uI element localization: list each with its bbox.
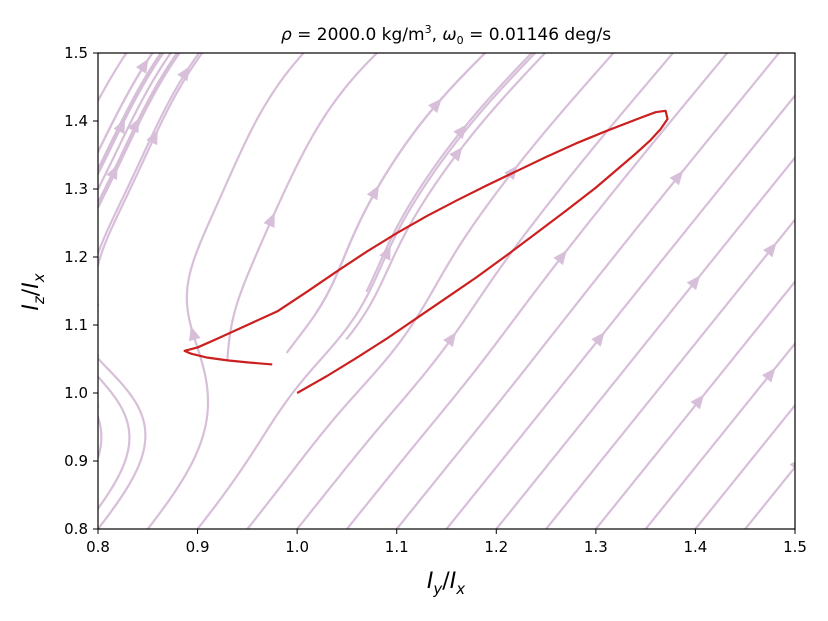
x-label-slash: / xyxy=(442,569,450,594)
title-subscript: 0 xyxy=(457,34,464,47)
streamline xyxy=(98,53,204,306)
title-separator: , xyxy=(432,25,443,45)
x-label-den-sub: x xyxy=(455,580,465,598)
x-label-num: I xyxy=(427,569,434,594)
x-tick-label: 1.3 xyxy=(584,538,608,556)
title-superscript: 3 xyxy=(425,23,432,36)
streamline-arrow xyxy=(428,98,442,114)
streamline-arrow xyxy=(263,212,275,228)
y-label-num-sub: z xyxy=(30,295,48,305)
streamline-arrow xyxy=(127,117,140,134)
streamline-arrow xyxy=(669,170,684,186)
streamline xyxy=(196,53,537,529)
streamline xyxy=(296,53,675,529)
y-axis-label: Iz/Ix xyxy=(19,273,48,310)
x-axis-ticks: 0.8 0.9 1.0 1.1 1.2 1.3 1.4 1.5 xyxy=(86,529,807,556)
x-tick-label: 0.9 xyxy=(186,538,210,556)
streamline-arrow xyxy=(690,394,705,410)
streamline xyxy=(98,53,172,510)
y-tick-label: 1.3 xyxy=(64,180,88,198)
streamline xyxy=(395,53,781,529)
y-tick-label: 0.9 xyxy=(64,452,88,470)
streamline xyxy=(98,53,180,529)
streamline-arrow xyxy=(47,244,64,262)
streamline-arrow xyxy=(761,367,776,383)
plot-frame xyxy=(97,52,796,530)
title-density-text: = 2000.0 kg/m xyxy=(292,25,425,45)
y-label-num: I xyxy=(19,304,44,311)
y-tick-label: 1.4 xyxy=(64,112,88,130)
streamline xyxy=(744,465,795,529)
streamline xyxy=(98,53,128,102)
series-layer xyxy=(183,109,669,394)
x-tick-label: 1.0 xyxy=(285,538,309,556)
y-label-den: I xyxy=(19,282,44,289)
streamlines xyxy=(23,16,828,529)
streamline xyxy=(226,53,379,361)
streamline-arrow xyxy=(453,124,467,140)
streamline xyxy=(98,53,179,204)
streamline-arrow xyxy=(449,146,463,162)
streamline-arrow xyxy=(591,331,605,347)
streamline xyxy=(345,53,547,340)
x-tick-label: 1.2 xyxy=(484,538,508,556)
x-tick-label: 1.1 xyxy=(385,538,409,556)
x-tick-label: 1.5 xyxy=(783,538,807,556)
streamline-arrow xyxy=(763,242,777,258)
x-label-num-sub: y xyxy=(432,580,443,598)
streamline-arrow xyxy=(67,206,84,224)
streamline-arrow xyxy=(23,329,37,345)
streamline xyxy=(246,53,615,529)
streamline xyxy=(544,217,795,529)
title-rate-text: = 0.01146 deg/s xyxy=(464,25,612,45)
y-tick-label: 1.0 xyxy=(64,384,88,402)
x-tick-label: 1.4 xyxy=(683,538,707,556)
streamline xyxy=(644,341,795,529)
y-tick-label: 1.2 xyxy=(64,248,88,266)
x-tick-label: 0.8 xyxy=(86,538,110,556)
streamline xyxy=(286,53,487,354)
x-axis-label: Iy/Ix xyxy=(427,569,465,598)
y-label-den-sub: x xyxy=(30,273,48,283)
streamline-arrow xyxy=(113,118,126,135)
streamline-arrow xyxy=(443,332,457,348)
streamline xyxy=(98,53,154,155)
streamline-arrow xyxy=(188,326,201,342)
streamline xyxy=(98,53,181,357)
streamline xyxy=(315,53,487,313)
streamline-arrow xyxy=(817,358,828,376)
streamline xyxy=(345,53,729,529)
streamline-arrow xyxy=(137,16,155,34)
title-rho-symbol: ρ xyxy=(281,25,292,45)
streamline xyxy=(495,155,795,529)
title-omega-symbol: ω xyxy=(442,25,456,45)
y-tick-label: 0.8 xyxy=(64,520,88,538)
y-axis-ticks: 0.8 0.9 1.0 1.1 1.2 1.3 1.4 1.5 xyxy=(64,44,98,538)
trajectory-line xyxy=(183,109,669,394)
streamline xyxy=(146,53,306,529)
streamline-arrow xyxy=(686,275,701,291)
x-label-den: I xyxy=(450,569,457,594)
streamline-arrow xyxy=(83,213,100,231)
streamline xyxy=(445,93,795,529)
streamline-arrow xyxy=(177,66,190,82)
y-tick-label: 1.1 xyxy=(64,316,88,334)
chart-title: ρ = 2000.0 kg/m3, ω0 = 0.01146 deg/s xyxy=(281,23,611,47)
streamline xyxy=(98,53,201,255)
y-tick-label: 1.5 xyxy=(64,44,88,62)
streamline-arrow xyxy=(135,58,149,74)
y-label-slash: / xyxy=(19,288,44,296)
streamline xyxy=(594,279,795,529)
streamline xyxy=(793,527,795,529)
streamline-arrow xyxy=(553,250,567,266)
